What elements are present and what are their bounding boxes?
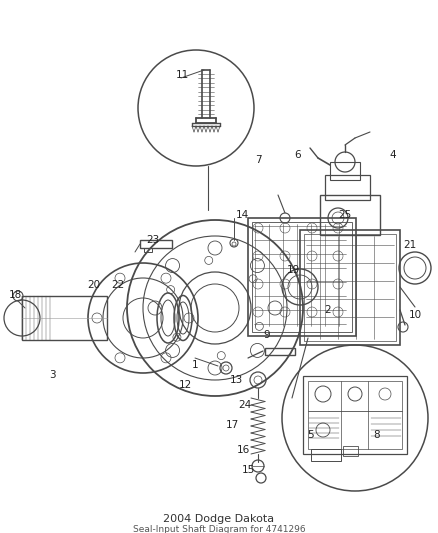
- Text: 4: 4: [390, 150, 396, 160]
- Bar: [325, 175, 370, 200]
- Bar: [303, 376, 407, 454]
- Bar: [300, 230, 400, 345]
- Bar: [343, 446, 358, 456]
- Text: Seal-Input Shaft Diagram for 4741296: Seal-Input Shaft Diagram for 4741296: [133, 524, 305, 533]
- Bar: [265, 348, 295, 355]
- Text: 6: 6: [295, 150, 301, 160]
- Text: 14: 14: [235, 210, 249, 220]
- Bar: [320, 195, 380, 235]
- Text: 22: 22: [111, 280, 125, 290]
- Text: 15: 15: [241, 465, 254, 475]
- Text: 9: 9: [264, 330, 270, 340]
- Text: 21: 21: [403, 240, 417, 250]
- Text: 23: 23: [146, 235, 159, 245]
- Text: 12: 12: [178, 380, 192, 390]
- Text: 8: 8: [374, 430, 380, 440]
- Text: 11: 11: [175, 70, 189, 80]
- Text: 5: 5: [307, 430, 313, 440]
- Text: 25: 25: [339, 210, 352, 220]
- Bar: [311, 449, 341, 461]
- Text: 16: 16: [237, 445, 250, 455]
- Text: 10: 10: [409, 310, 421, 320]
- Text: 2004 Dodge Dakota: 2004 Dodge Dakota: [163, 514, 275, 524]
- Text: 7: 7: [254, 155, 261, 165]
- Text: 13: 13: [230, 375, 243, 385]
- Text: 24: 24: [238, 400, 251, 410]
- Bar: [144, 248, 152, 252]
- Text: 17: 17: [226, 420, 239, 430]
- Bar: [252, 222, 352, 332]
- Bar: [248, 218, 356, 336]
- Text: 1: 1: [192, 360, 198, 370]
- Bar: [304, 234, 396, 341]
- Bar: [22, 296, 107, 340]
- Text: 18: 18: [8, 290, 21, 300]
- Bar: [330, 162, 360, 180]
- Bar: [140, 240, 172, 248]
- Bar: [308, 381, 402, 449]
- Text: 20: 20: [88, 280, 101, 290]
- Text: 19: 19: [286, 265, 300, 275]
- Text: 3: 3: [49, 370, 55, 380]
- Text: 2: 2: [325, 305, 331, 315]
